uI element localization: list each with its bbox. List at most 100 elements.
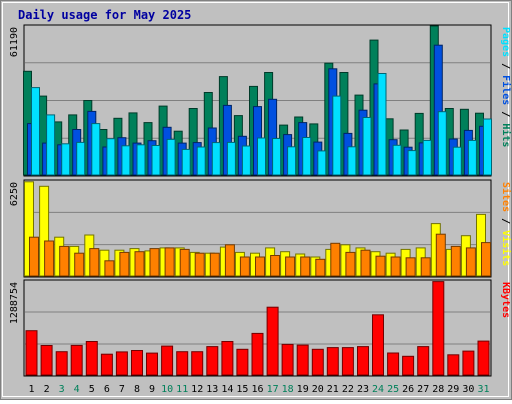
bar-pages-day-24 — [377, 73, 387, 176]
bar-kbytes-day-28 — [432, 281, 445, 376]
bar-pages-day-20 — [317, 150, 327, 176]
bar-sites-day-30 — [465, 247, 476, 277]
bar-kbytes-day-10 — [161, 345, 174, 376]
bar-sites-day-29 — [450, 245, 461, 277]
bar-sites-day-8 — [134, 251, 145, 277]
bar-kbytes-day-29 — [447, 354, 460, 376]
legend-entry: / — [500, 212, 511, 230]
bar-kbytes-day-1 — [25, 330, 38, 376]
bar-kbytes-day-15 — [236, 348, 249, 376]
x-tick-label: 27 — [417, 384, 429, 395]
bar-kbytes-day-11 — [176, 351, 189, 376]
x-tick-label: 9 — [149, 384, 155, 395]
bar-kbytes-day-4 — [70, 344, 83, 376]
bar-kbytes-day-16 — [251, 332, 264, 376]
bar-sites-day-13 — [209, 252, 220, 277]
x-tick-label: 18 — [282, 384, 294, 395]
x-tick-label: 29 — [447, 384, 459, 395]
bar-pages-day-25 — [392, 144, 402, 176]
bar-sites-day-17 — [270, 255, 281, 277]
panel-sites-visits: 6250 Sites / Visits — [9, 179, 512, 278]
bar-pages-day-6 — [106, 138, 116, 176]
panel-legend: KBytes — [500, 282, 511, 318]
bar-kbytes-day-23 — [357, 346, 369, 376]
panel-pages-files-hits: 61190 Pages / Files / Hits — [9, 24, 512, 177]
bar-kbytes-day-27 — [417, 346, 430, 376]
bar-pages-day-27 — [422, 139, 432, 176]
bar-pages-day-16 — [257, 137, 266, 176]
bar-pages-day-26 — [407, 150, 417, 176]
chart-bevel — [2, 2, 509, 397]
bar-sites-day-31 — [481, 242, 491, 277]
series-kbytes — [25, 281, 490, 376]
bar-kbytes-day-20 — [311, 348, 324, 376]
x-tick-label: 4 — [74, 384, 80, 395]
bar-sites-day-3 — [59, 245, 70, 277]
legend-entry: / — [500, 105, 511, 123]
bar-kbytes-day-30 — [462, 350, 475, 376]
x-tick-label: 26 — [402, 384, 414, 395]
bar-kbytes-day-7 — [115, 351, 128, 376]
bar-sites-day-20 — [315, 258, 326, 277]
bar-kbytes-day-9 — [146, 352, 158, 376]
panel-legend: Pages / Files / Hits — [500, 27, 512, 147]
x-tick-label: 19 — [297, 384, 309, 395]
bar-pages-day-28 — [437, 111, 447, 176]
bar-sites-day-5 — [89, 248, 100, 277]
bar-pages-day-9 — [151, 145, 161, 176]
x-tick-label: 8 — [134, 384, 140, 395]
x-tick-label: 30 — [462, 384, 474, 395]
x-tick-label: 20 — [312, 384, 324, 395]
bar-pages-day-1 — [31, 87, 40, 176]
x-tick-label: 3 — [59, 384, 65, 395]
x-tick-label: 31 — [477, 384, 489, 395]
x-tick-label: 10 — [161, 384, 173, 395]
bar-kbytes-day-12 — [191, 351, 204, 376]
x-tick-label: 6 — [104, 384, 110, 395]
bar-sites-day-27 — [420, 257, 431, 277]
bar-sites-day-11 — [179, 248, 190, 277]
series-sites — [29, 233, 491, 277]
x-tick-label: 14 — [221, 384, 233, 395]
x-tick-label: 7 — [119, 384, 125, 395]
bar-kbytes-day-26 — [402, 355, 415, 376]
bar-kbytes-day-18 — [281, 343, 294, 376]
bar-kbytes-day-25 — [387, 352, 400, 376]
x-tick-label: 5 — [89, 384, 95, 395]
bar-sites-day-25 — [390, 256, 401, 277]
x-tick-label: 16 — [251, 384, 263, 395]
panel-legend: Sites / Visits — [500, 182, 512, 266]
x-tick-label: 24 — [372, 384, 384, 395]
bar-kbytes-day-24 — [372, 314, 384, 376]
x-tick-label: 2 — [44, 384, 50, 395]
bar-sites-day-26 — [405, 257, 416, 277]
bar-pages-day-31 — [483, 118, 492, 176]
bar-pages-day-2 — [46, 114, 56, 176]
x-tick-label: 22 — [342, 384, 354, 395]
bar-kbytes-day-21 — [326, 347, 339, 376]
bar-kbytes-day-6 — [100, 353, 113, 376]
bar-pages-day-13 — [211, 142, 221, 176]
bar-pages-day-21 — [332, 95, 342, 176]
x-tick-label: 12 — [191, 384, 203, 395]
bar-pages-day-29 — [452, 146, 462, 176]
bar-sites-day-18 — [285, 256, 296, 277]
bar-pages-day-14 — [226, 141, 236, 176]
x-tick-label: 1 — [28, 384, 34, 395]
bar-pages-day-17 — [272, 138, 282, 176]
legend-entry: / — [500, 57, 511, 75]
legend-entry: KBytes — [500, 282, 511, 318]
legend-entry: Files — [500, 75, 512, 105]
legend-entry: Sites — [500, 182, 512, 212]
x-tick-label: 28 — [432, 384, 444, 395]
bar-sites-day-22 — [345, 251, 356, 277]
bar-kbytes-day-3 — [55, 351, 68, 376]
bar-sites-day-15 — [239, 256, 250, 277]
panel-max-label: 6250 — [9, 182, 20, 206]
bar-pages-day-19 — [302, 137, 312, 176]
chart-panels: 61190 Pages / Files / Hits 6250 Sites / Vis… — [9, 24, 512, 377]
bar-sites-day-10 — [164, 247, 175, 277]
bar-kbytes-day-13 — [206, 346, 219, 376]
bar-kbytes-day-22 — [341, 347, 354, 376]
